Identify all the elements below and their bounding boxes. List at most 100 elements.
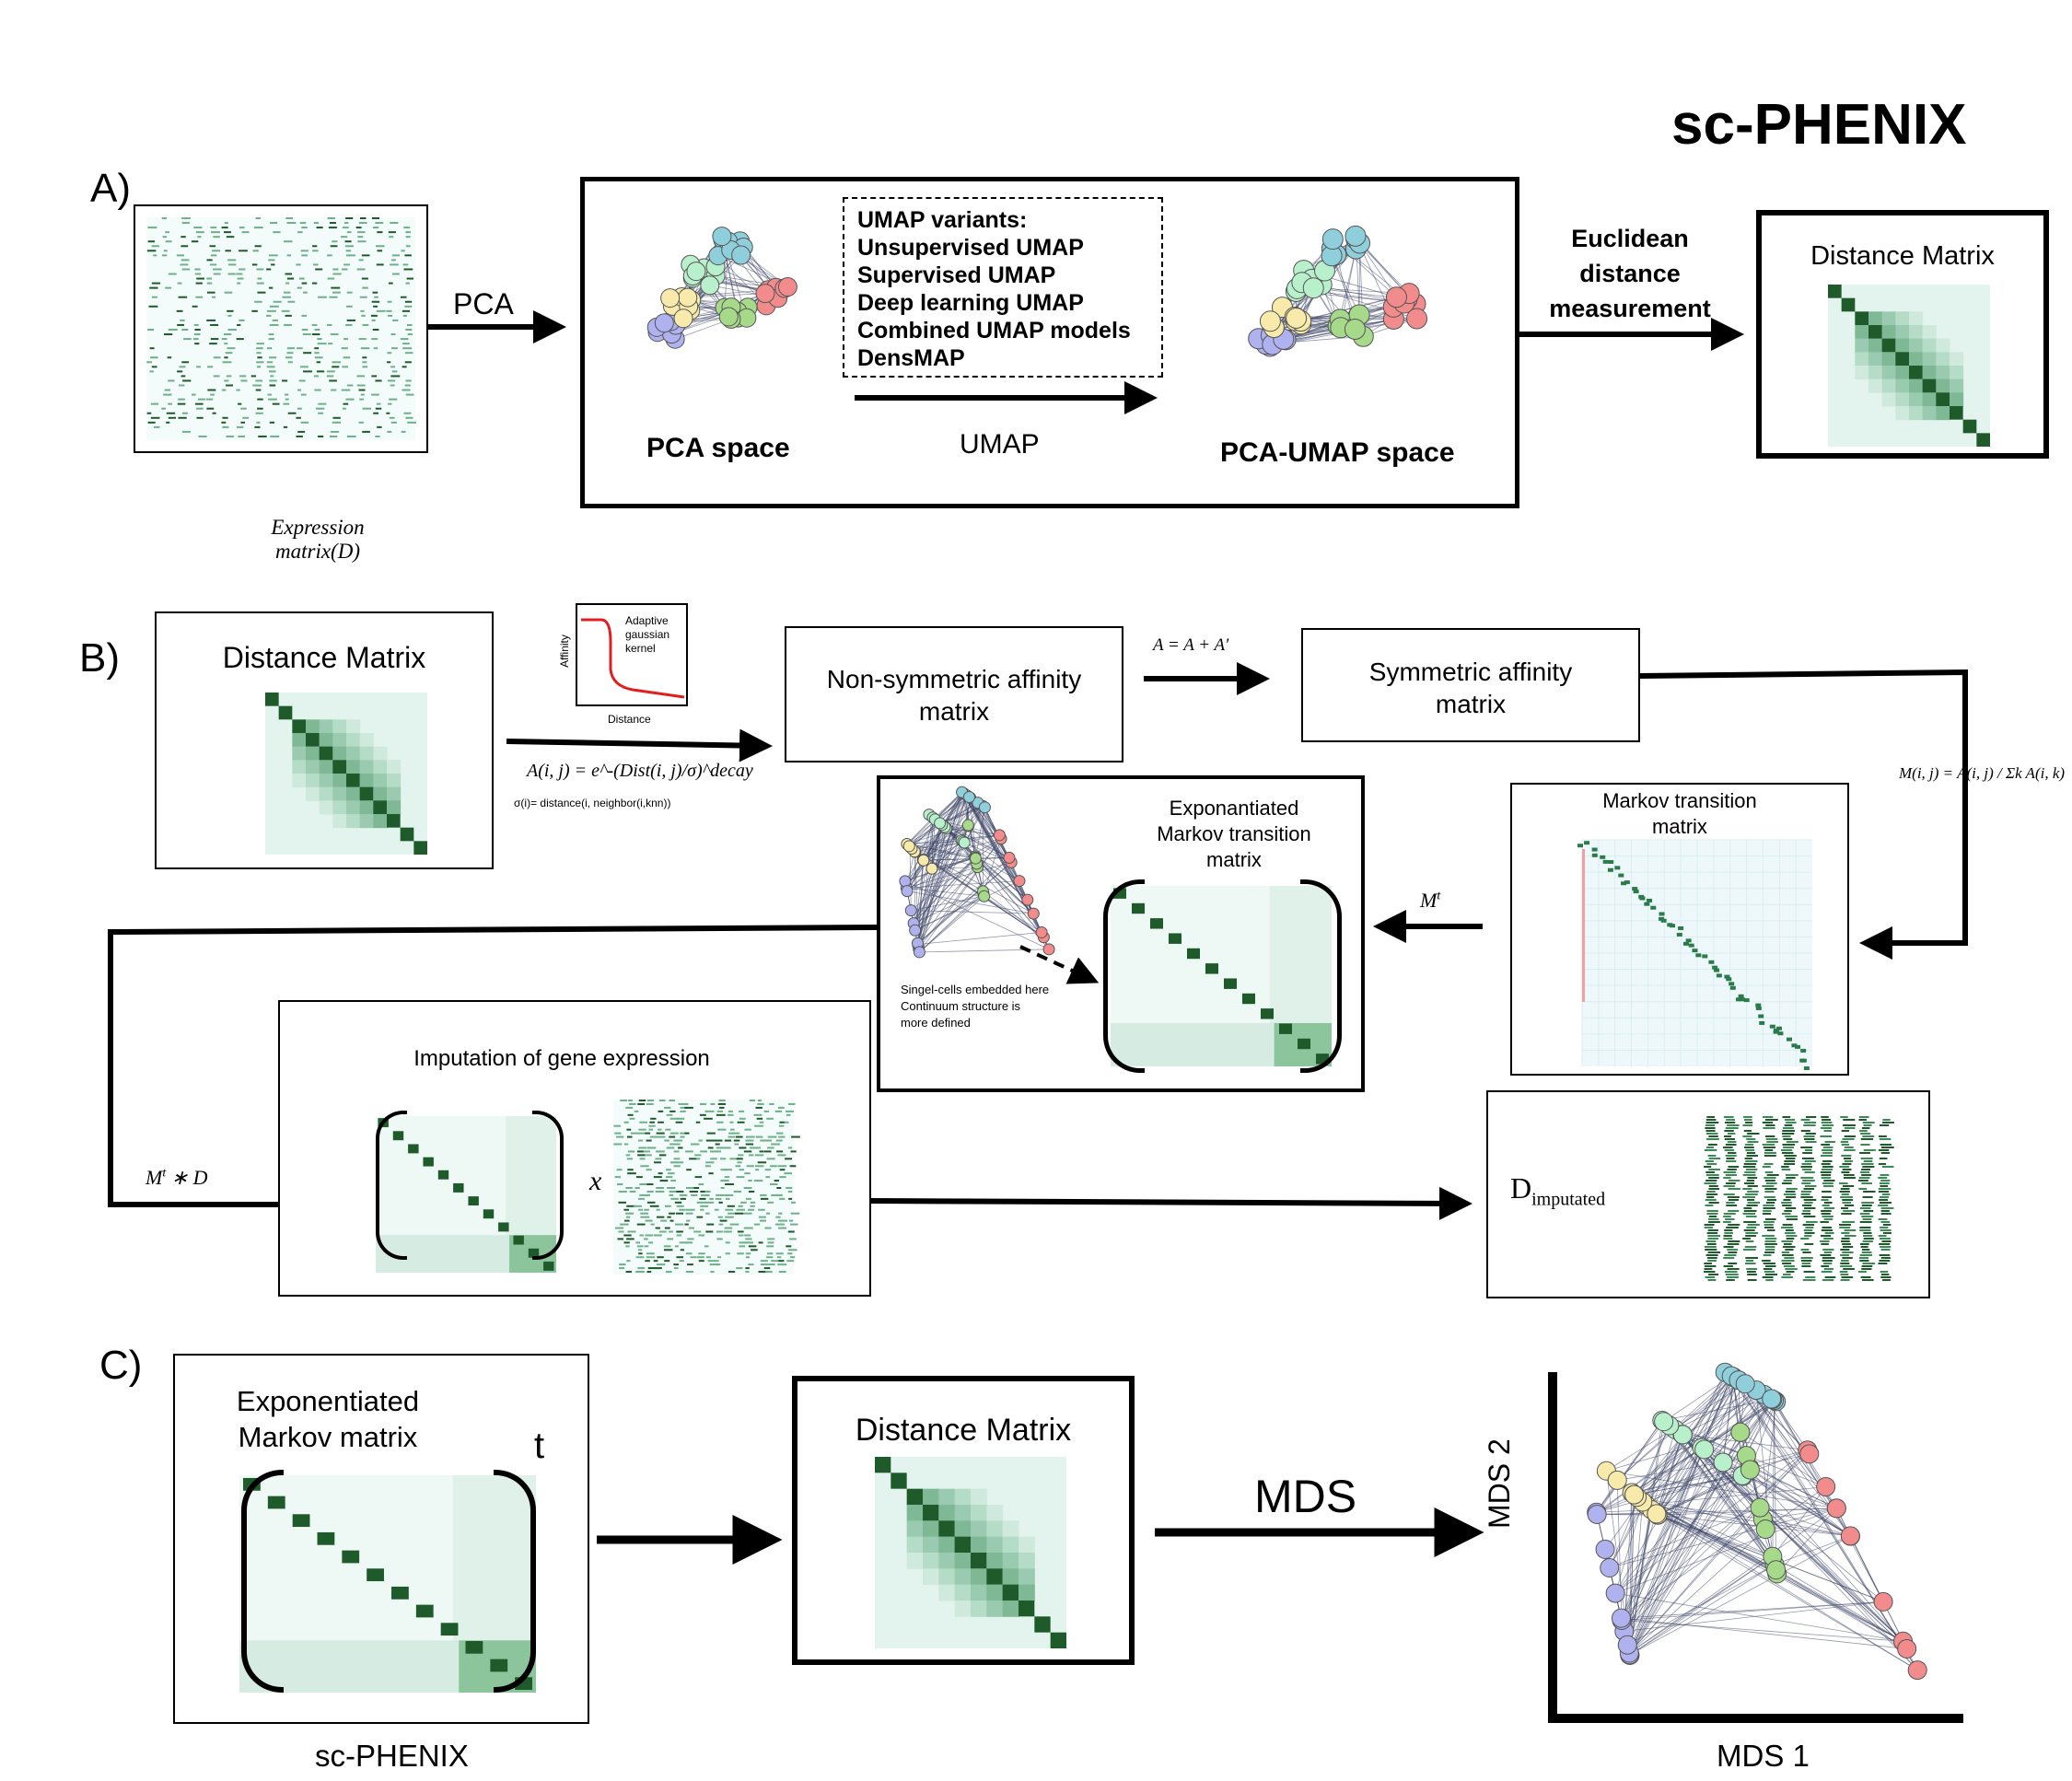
- distance-matrix-box-b: Distance Matrix: [155, 611, 494, 869]
- expression-entry: [693, 1230, 702, 1233]
- expression-entry: [273, 231, 281, 234]
- expression-entry: [716, 1147, 726, 1149]
- expression-entry: [680, 1110, 686, 1112]
- expression-entry: [212, 250, 221, 252]
- expression-entry: [198, 435, 207, 437]
- imputed-entry: [1747, 1274, 1757, 1275]
- expression-entry: [331, 389, 337, 391]
- imputed-entry: [1728, 1180, 1740, 1182]
- graph-edge: [1614, 1449, 1808, 1594]
- graph-edge: [1596, 1469, 1751, 1513]
- cell-node: [1600, 1557, 1620, 1577]
- cell-node: [1605, 1583, 1625, 1603]
- expression-entry: [374, 296, 378, 298]
- expression-entry: [269, 379, 277, 382]
- matrix-cell: [1922, 366, 1937, 380]
- cell-node: [755, 284, 775, 304]
- imputed-entry: [1858, 1116, 1869, 1118]
- imputed-entry: [1763, 1263, 1775, 1264]
- expression-entry: [362, 323, 369, 326]
- expression-entry: [716, 1238, 723, 1240]
- expression-entry: [360, 347, 370, 350]
- matrix-entry: [1577, 844, 1584, 848]
- expression-entry: [267, 393, 273, 396]
- expression-entry: [736, 1176, 745, 1179]
- expression-entry: [680, 1132, 687, 1135]
- expression-entry: [168, 329, 178, 331]
- expression-entry: [685, 1271, 694, 1274]
- expression-entry: [656, 1187, 665, 1189]
- matrix-diagonal-cell: [1828, 285, 1842, 298]
- imputed-entry: [1745, 1169, 1758, 1170]
- expression-entry: [705, 1201, 715, 1204]
- graph-edge: [935, 792, 962, 820]
- matrix-entry: [1624, 880, 1630, 885]
- expression-entry: [166, 412, 176, 414]
- imputed-entry: [1708, 1169, 1720, 1170]
- expression-entry: [669, 1143, 676, 1146]
- imputed-entry: [1745, 1257, 1759, 1259]
- expression-entry: [346, 231, 352, 234]
- expression-entry: [646, 1271, 652, 1274]
- graph-edge: [1656, 1474, 1743, 1515]
- expression-entry: [221, 389, 227, 391]
- expression-entry: [298, 277, 305, 280]
- expression-entry: [194, 273, 202, 275]
- expression-entry: [767, 1241, 774, 1244]
- expression-entry: [708, 1172, 714, 1175]
- imputed-entry: [1844, 1177, 1856, 1179]
- imputed-entry: [1823, 1207, 1835, 1209]
- expression-entry: [312, 245, 318, 248]
- expression-entry: [737, 1252, 744, 1255]
- expression-entry: [729, 1223, 739, 1226]
- expression-entry: [206, 407, 215, 410]
- imputed-entry: [1728, 1210, 1740, 1212]
- imputed-entry: [1723, 1177, 1731, 1179]
- imputed-entry: [1802, 1251, 1811, 1253]
- expression-entry: [318, 296, 327, 298]
- graph-edge: [1629, 1564, 1775, 1656]
- expression-entry: [743, 1187, 752, 1189]
- graph-edge: [1642, 1449, 1705, 1503]
- imputed-entry: [1723, 1171, 1737, 1173]
- matrix-entry: [1724, 974, 1730, 979]
- imputed-entry: [1880, 1257, 1891, 1259]
- expression-entry: [222, 425, 229, 428]
- expression-entry: [226, 384, 234, 387]
- expression-entry: [699, 1113, 706, 1116]
- imputed-entry: [1745, 1193, 1758, 1195]
- expression-entry: [341, 389, 351, 391]
- expression-entry: [757, 1102, 764, 1105]
- expression-entry: [717, 1216, 723, 1218]
- expression-entry: [667, 1238, 674, 1240]
- graph-edge: [935, 797, 970, 821]
- graph-edge: [911, 895, 984, 911]
- matrix-cell: [1922, 352, 1937, 367]
- expression-entry: [664, 1260, 670, 1263]
- matrix-cell: [1950, 378, 1964, 393]
- imputed-entry: [1820, 1235, 1832, 1237]
- expression-entry: [213, 236, 220, 239]
- expression-entry: [676, 1161, 684, 1164]
- expression-entry: [400, 338, 409, 341]
- imputed-entry: [1746, 1268, 1758, 1270]
- expression-entry: [749, 1147, 759, 1149]
- expression-entry: [646, 1183, 654, 1186]
- expression-entry: [649, 1135, 658, 1138]
- imputed-entry: [1706, 1147, 1715, 1148]
- expression-entry: [788, 1197, 793, 1200]
- expression-entry: [680, 1197, 686, 1200]
- expression-entry: [358, 338, 367, 341]
- imputed-entry: [1764, 1251, 1775, 1253]
- expression-entry: [655, 1227, 660, 1229]
- graph-edge: [906, 887, 984, 897]
- expression-entry: [775, 1139, 783, 1142]
- imputed-entry: [1723, 1238, 1733, 1240]
- imputed-entry: [1859, 1229, 1871, 1231]
- expression-entry: [239, 227, 245, 229]
- expression-entry: [287, 412, 297, 414]
- graph-edge: [923, 856, 1009, 861]
- matrix-diagonal-cell: [498, 1222, 509, 1232]
- imputed-entry: [1726, 1182, 1736, 1184]
- matrix-entry: [1600, 855, 1606, 859]
